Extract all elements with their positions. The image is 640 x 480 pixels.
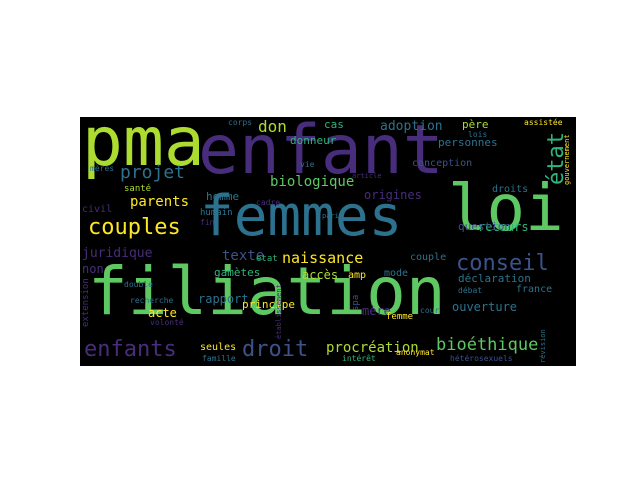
word-recours: recours — [478, 220, 529, 234]
word-gametes: gamètes — [214, 266, 261, 279]
word-seules: seules — [200, 342, 237, 353]
word-loi: loi — [448, 172, 564, 246]
word-recherche: recherche — [130, 296, 174, 305]
word-etat: etat — [256, 254, 278, 264]
word-femmes: femmes — [200, 184, 403, 249]
word-conseil: conseil — [456, 251, 549, 276]
word-homme: homme — [206, 190, 240, 203]
word-article: article — [352, 172, 382, 180]
word-couples: couples — [88, 215, 181, 240]
word-mere: mère — [362, 304, 391, 318]
word-adoption: adoption — [380, 119, 443, 134]
word-debat: débat — [458, 286, 483, 295]
word-fin: fin — [200, 218, 215, 227]
word-extension: extension — [81, 278, 91, 327]
word-enfant: enfant — [198, 117, 444, 190]
word-rapport: rapport — [198, 292, 249, 306]
word-pere: père — [462, 118, 489, 131]
word-don: don — [258, 117, 287, 136]
word-cloud: filiation enfant femmes pma loi état cou… — [80, 117, 576, 366]
word-enfants: enfants — [84, 337, 177, 362]
word-ouverture: ouverture — [452, 300, 518, 314]
word-paris: paris — [322, 212, 344, 220]
word-famille: famille — [202, 354, 236, 363]
word-cas: cas — [324, 118, 344, 131]
word-femme: femme — [386, 312, 414, 322]
word-spa: spa — [351, 294, 361, 311]
word-bioethique: bioéthique — [436, 335, 539, 355]
word-parents: parents — [130, 194, 190, 210]
word-donneur: donneur — [290, 134, 337, 147]
word-heterosexuels: hétérosexuels — [450, 354, 513, 363]
word-anonymat: anonymat — [396, 348, 435, 357]
word-volonte: volonté — [150, 318, 184, 327]
word-double: double — [124, 280, 153, 289]
word-corps: corps — [228, 118, 253, 127]
word-procreation: procréation — [326, 340, 419, 356]
word-droits: droits — [492, 184, 529, 195]
word-declaration: déclaration — [458, 272, 531, 285]
word-texte: texte — [222, 248, 265, 264]
word-interet: intérêt — [342, 354, 376, 363]
word-meres: mères — [90, 164, 115, 173]
word-civil: civil — [82, 204, 113, 215]
word-question: question — [458, 220, 511, 233]
word-projet: projet — [120, 162, 186, 183]
word-conception: conception — [412, 158, 473, 169]
word-sante: santé — [124, 184, 152, 194]
word-humain: humain — [200, 208, 233, 218]
word-biologique: biologique — [270, 174, 355, 190]
word-etablissement: établissement — [275, 284, 283, 339]
word-droit: droit — [242, 337, 309, 362]
word-naissance: naissance — [282, 249, 364, 267]
word-cadre: cadre — [256, 198, 281, 207]
word-assistee: assistée — [524, 118, 563, 127]
word-couple: couple — [410, 252, 447, 263]
word-juridique: juridique — [82, 246, 153, 261]
word-cour: cour — [420, 306, 440, 315]
word-gouvernement: gouvernement — [563, 134, 571, 185]
word-principe: principe — [242, 298, 295, 311]
word-pma: pma — [82, 117, 205, 182]
word-non: non — [82, 262, 104, 276]
word-filiation: filiation — [88, 253, 446, 330]
word-mode: mode — [384, 268, 409, 279]
word-lois: lois — [468, 130, 488, 139]
word-revision: révision — [539, 329, 547, 363]
word-vie: vie — [300, 160, 315, 169]
word-amp: amp — [348, 270, 367, 281]
word-acte: acte — [148, 306, 177, 320]
word-personnes: personnes — [438, 136, 498, 149]
word-origines: origines — [364, 188, 422, 202]
word-france: france — [516, 284, 553, 295]
word-acces: accès — [302, 268, 339, 282]
